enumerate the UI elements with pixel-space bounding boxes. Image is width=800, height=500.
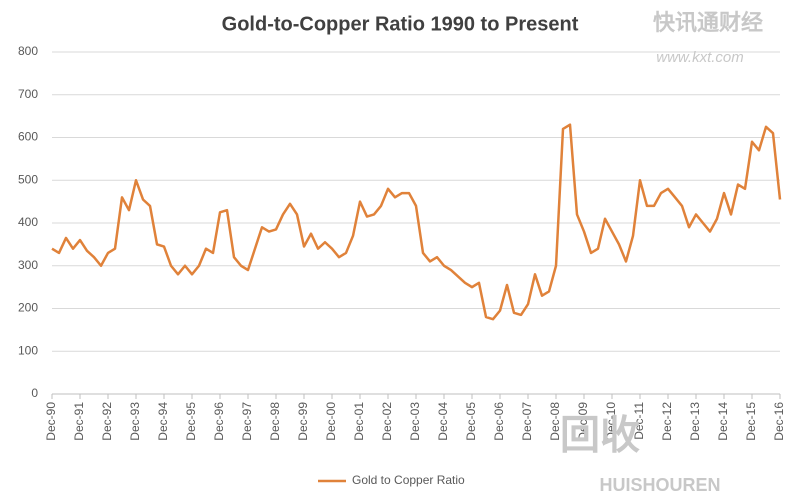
y-tick-label: 700: [18, 87, 38, 101]
x-tick-label: Dec-16: [772, 402, 786, 441]
x-tick-label: Dec-09: [576, 402, 590, 441]
x-tick-label: Dec-00: [324, 402, 338, 441]
y-tick-label: 600: [18, 130, 38, 144]
x-tick-label: Dec-90: [44, 402, 58, 441]
x-tick-label: Dec-99: [296, 402, 310, 441]
x-tick-label: Dec-13: [688, 402, 702, 441]
y-tick-label: 100: [18, 343, 38, 357]
x-tick-label: Dec-93: [128, 402, 142, 441]
y-tick-label: 300: [18, 258, 38, 272]
y-tick-label: 500: [18, 172, 38, 186]
y-tick-label: 400: [18, 215, 38, 229]
plot-area: 0 100 200 300 400 500 600 700 800 Dec-90 Dec-91 Dec…: [18, 44, 786, 487]
x-tick-label: Dec-01: [352, 402, 366, 441]
legend-label: Gold to Copper Ratio: [352, 473, 465, 487]
watermark: 快讯通财经: [653, 10, 763, 35]
x-tick-label: Dec-02: [380, 402, 394, 441]
x-tick-label: Dec-94: [156, 402, 170, 441]
y-tick-label: 800: [18, 44, 38, 58]
x-tick-label: Dec-10: [604, 402, 618, 441]
x-tick-label: Dec-04: [436, 402, 450, 441]
x-tick-label: Dec-03: [408, 402, 422, 441]
x-tick-label: Dec-12: [660, 402, 674, 441]
y-tick-label: 200: [18, 301, 38, 315]
x-tick-label: Dec-05: [464, 402, 478, 441]
x-tick-label: Dec-14: [716, 402, 730, 441]
x-tick-label: Dec-96: [212, 402, 226, 441]
y-tick-label: 0: [31, 386, 38, 400]
chart-title: Gold-to-Copper Ratio 1990 to Present: [222, 13, 579, 35]
x-tick-label: Dec-92: [100, 402, 114, 441]
x-tick-label: Dec-11: [632, 402, 646, 440]
x-tick-label: Dec-08: [548, 402, 562, 441]
watermark: 回收: [560, 414, 640, 458]
x-tick-label: Dec-91: [72, 402, 86, 441]
x-tick-label: Dec-98: [268, 402, 282, 441]
x-tick-label: Dec-95: [184, 402, 198, 441]
x-tick-label: Dec-06: [492, 402, 506, 441]
x-tick-label: Dec-15: [744, 402, 758, 441]
x-tick-label: Dec-97: [240, 402, 254, 441]
x-tick-label: Dec-07: [520, 402, 534, 441]
data-line: [51, 123, 782, 321]
watermark: HUISHOUREN: [599, 475, 720, 495]
watermark: www.kxt.com: [656, 49, 744, 66]
